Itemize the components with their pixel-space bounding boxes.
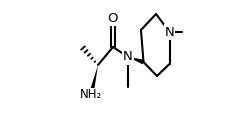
Polygon shape — [128, 57, 144, 64]
Text: NH₂: NH₂ — [80, 89, 102, 102]
Text: N: N — [165, 26, 174, 38]
Polygon shape — [89, 65, 98, 96]
Text: N: N — [123, 50, 133, 63]
Text: O: O — [108, 12, 118, 25]
